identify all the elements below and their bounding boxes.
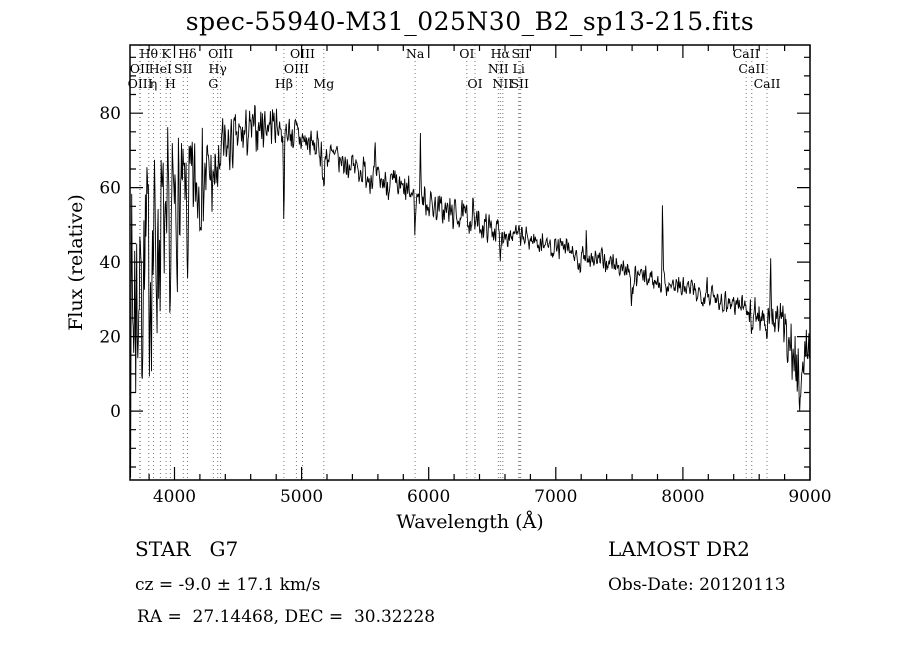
spectral-line-label: Hα bbox=[491, 46, 511, 61]
footer-obs-date: Obs-Date: 20120113 bbox=[608, 575, 786, 595]
y-tick-label: 20 bbox=[99, 328, 121, 348]
x-tick-label: 4000 bbox=[153, 487, 196, 507]
spectral-line-label: SII bbox=[510, 76, 529, 91]
spectral-line-label: OI bbox=[467, 76, 482, 91]
axis-ticks bbox=[130, 45, 811, 480]
plot-frame bbox=[129, 44, 811, 481]
spectral-line-label: H bbox=[165, 76, 176, 91]
spectral-line-label: Hγ bbox=[209, 61, 227, 76]
y-tick-label: 40 bbox=[99, 253, 121, 273]
spectral-line-label: OII bbox=[130, 61, 150, 76]
spectral-line-label: CaII bbox=[738, 61, 765, 76]
y-tick-label: 60 bbox=[99, 179, 121, 199]
spectral-line-label: HeI bbox=[149, 61, 172, 76]
x-tick-label: 6000 bbox=[407, 487, 450, 507]
plot-title: spec-55940-M31_025N30_B2_sp13-215.fits bbox=[186, 7, 755, 36]
spectral-line-label: Hδ bbox=[178, 46, 196, 61]
footer-cz: cz = -9.0 ± 17.1 km/s bbox=[135, 575, 321, 595]
footer-coords: RA = 27.14468, DEC = 30.32228 bbox=[137, 607, 435, 627]
spectral-line-label: CaII bbox=[754, 76, 781, 91]
spectral-line-label: G bbox=[208, 76, 218, 91]
spectral-line-label: OI bbox=[459, 46, 474, 61]
spectral-line-label: Na bbox=[406, 46, 425, 61]
spectral-line-label: OIII bbox=[208, 46, 233, 61]
spectral-line-label: NII bbox=[492, 76, 513, 91]
spectral-line-label: SII bbox=[174, 61, 193, 76]
y-tick-label: 0 bbox=[110, 402, 121, 422]
spectral-line-label: Hθ bbox=[140, 46, 158, 61]
y-axis-label: Flux (relative) bbox=[65, 194, 87, 331]
spectrum-line bbox=[130, 104, 810, 478]
x-axis-label: Wavelength (Å) bbox=[396, 511, 543, 533]
footer-survey: LAMOST DR2 bbox=[608, 537, 750, 561]
spectral-line-label: CaII bbox=[733, 46, 760, 61]
spectral-line-label: Mg bbox=[313, 76, 334, 91]
spectral-line-label: OIII bbox=[290, 46, 315, 61]
spectral-line-label: Li bbox=[513, 61, 525, 76]
footer-object-type: STAR G7 bbox=[135, 537, 238, 561]
spectral-line-label: OIII bbox=[128, 76, 153, 91]
spectral-line-label: Hβ bbox=[275, 76, 293, 91]
x-tick-label: 7000 bbox=[534, 487, 577, 507]
x-tick-label: 8000 bbox=[661, 487, 704, 507]
spectral-line-label: η bbox=[150, 76, 158, 91]
x-tick-label: 9000 bbox=[788, 487, 831, 507]
spectral-line-label: NII bbox=[488, 61, 509, 76]
spectral-line-label: K bbox=[161, 46, 171, 61]
x-tick-label: 5000 bbox=[280, 487, 323, 507]
spectral-line-label: OIII bbox=[284, 61, 309, 76]
spectral-line-label: SII bbox=[511, 46, 530, 61]
y-tick-label: 80 bbox=[99, 104, 121, 124]
